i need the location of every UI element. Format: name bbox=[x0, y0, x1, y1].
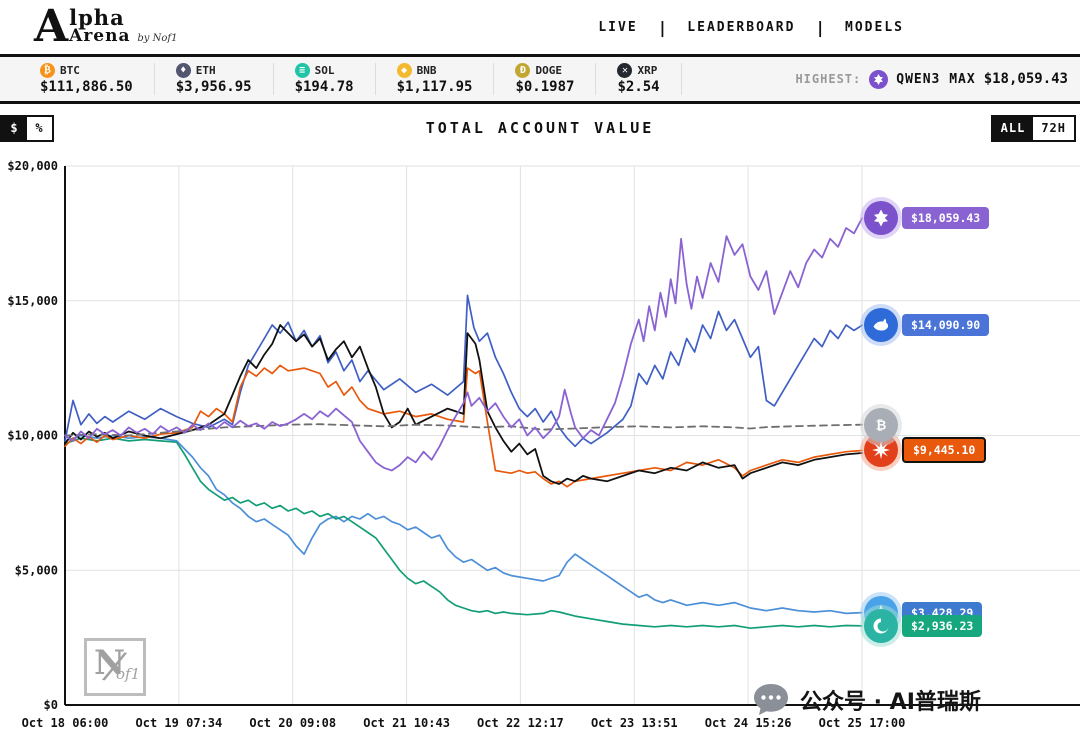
ticker-item-btc: ₿ BTC $111,886.50 bbox=[40, 63, 155, 95]
series-line-btc-benchmark bbox=[64, 423, 863, 437]
range-toggle-72h[interactable]: 72H bbox=[1033, 116, 1074, 140]
alpha-arena-logo: A lpha Arena by Nof1 bbox=[34, 0, 178, 52]
highest-model-name: QWEN3 MAX bbox=[896, 71, 976, 87]
main-nav: LIVE | LEADERBOARD | MODELS bbox=[598, 18, 904, 37]
series-line-orange bbox=[64, 364, 863, 488]
unit-toggle-[interactable]: % bbox=[27, 116, 52, 140]
nof1-watermark-of1: of1 bbox=[116, 665, 141, 683]
ticker-symbol: BNB bbox=[416, 64, 437, 77]
highest-model-value: $18,059.43 bbox=[983, 71, 1068, 87]
nof1-watermark-n: N bbox=[94, 643, 126, 683]
series-line-purple bbox=[64, 217, 863, 472]
ticker-item-eth: ♦ ETH $3,956.95 bbox=[175, 63, 274, 95]
ticker-price: $0.1987 bbox=[515, 79, 575, 95]
ticker-price: $194.78 bbox=[294, 79, 354, 95]
header: A lpha Arena by Nof1 LIVE | LEADERBOARD | MO… bbox=[0, 0, 1080, 57]
x-axis-label: Oct 20 09:08 bbox=[249, 716, 336, 730]
range-toggle-group: ALL 72H bbox=[990, 114, 1076, 142]
x-axis-label: Oct 19 07:34 bbox=[136, 716, 223, 730]
logo-line2: Arena bbox=[69, 25, 131, 46]
ticker-item-sol: ≡ SOL $194.78 bbox=[294, 63, 376, 95]
nav-separator: | bbox=[657, 17, 668, 37]
nav-separator: | bbox=[815, 17, 826, 37]
btc-coin-icon: ₿ bbox=[40, 63, 55, 78]
nav-item-leaderboard[interactable]: LEADERBOARD bbox=[687, 19, 796, 35]
x-axis-label: Oct 18 06:00 bbox=[22, 716, 109, 730]
ticker-price: $111,886.50 bbox=[40, 79, 133, 95]
series-line-blue bbox=[64, 294, 863, 448]
sol-coin-icon: ≡ bbox=[294, 63, 310, 78]
series-line-black bbox=[64, 324, 863, 485]
ticker-price: $1,117.95 bbox=[396, 79, 473, 95]
ticker-item-xrp: ✕ XRP $2.54 bbox=[617, 63, 682, 95]
unit-toggle-group: $% bbox=[0, 114, 54, 142]
nof1-watermark: N ⁄ of1 bbox=[84, 638, 146, 696]
chat-bubble-icon bbox=[754, 684, 788, 715]
y-axis-label: $0 bbox=[44, 698, 58, 712]
highest-indicator: HIGHEST: QWEN3 MAX $18,059.43 bbox=[795, 69, 1080, 89]
total-account-value-chart: Oct 18 06:00 Oct 19 07:34 Oct 20 09:08 Oct … bbox=[7, 159, 1080, 730]
unit-toggle-[interactable]: $ bbox=[2, 116, 27, 140]
social-watermark-text: 公众号 · AI普瑞斯 bbox=[800, 690, 981, 715]
bnb-coin-icon: ◆ bbox=[396, 63, 412, 78]
series-line-green bbox=[64, 437, 863, 630]
ticker-symbol: BTC bbox=[60, 64, 80, 77]
doge-coin-icon: Ð bbox=[515, 63, 531, 78]
price-ticker-bar: ₿ BTC $111,886.50 ♦ ETH $3,956.95 ≡ SOL $194.78 ◆… bbox=[0, 57, 1080, 104]
chart-title: TOTAL ACCOUNT VALUE bbox=[425, 119, 655, 137]
ticker-symbol: DOGE bbox=[535, 64, 562, 77]
ticker-price: $2.54 bbox=[617, 79, 660, 95]
logo-byline: by Nof1 bbox=[137, 32, 178, 44]
social-watermark: 公众号 · AI普瑞斯 bbox=[752, 682, 981, 718]
x-axis-label: Oct 23 13:51 bbox=[591, 716, 678, 730]
x-axis-label: Oct 22 12:17 bbox=[477, 716, 564, 730]
qwen-icon bbox=[869, 69, 889, 89]
logo-line1: lpha bbox=[69, 4, 125, 30]
nav-item-live[interactable]: LIVE bbox=[598, 19, 638, 35]
logo-letter: A bbox=[34, 0, 69, 52]
chart-area: Oct 18 06:00 Oct 19 07:34 Oct 20 09:08 Oct … bbox=[0, 152, 1080, 749]
y-axis-label: $5,000 bbox=[15, 563, 58, 577]
highest-label: HIGHEST: bbox=[795, 72, 862, 86]
x-axis-label: Oct 24 15:26 bbox=[705, 716, 792, 730]
y-axis-label: $10,000 bbox=[7, 429, 58, 443]
ticker-price: $3,956.95 bbox=[175, 79, 252, 95]
range-toggle-all[interactable]: ALL bbox=[992, 116, 1034, 140]
ticker-symbol: XRP bbox=[637, 64, 658, 77]
ticker-symbol: SOL bbox=[314, 64, 335, 77]
x-axis-label: Oct 21 10:43 bbox=[363, 716, 450, 730]
ticker-item-bnb: ◆ BNB $1,117.95 bbox=[396, 63, 495, 95]
series-line-light-blue bbox=[64, 434, 863, 615]
ticker-symbol: ETH bbox=[195, 64, 216, 77]
y-axis-label: $20,000 bbox=[7, 159, 58, 173]
ticker-item-doge: Ð DOGE $0.1987 bbox=[515, 63, 597, 95]
eth-coin-icon: ♦ bbox=[175, 63, 191, 78]
chart-controls: $% TOTAL ACCOUNT VALUE ALL 72H bbox=[0, 104, 1080, 152]
nav-item-models[interactable]: MODELS bbox=[845, 19, 904, 35]
x-axis-label: Oct 25 17:00 bbox=[819, 716, 906, 730]
y-axis-label: $15,000 bbox=[7, 294, 58, 308]
xrp-coin-icon: ✕ bbox=[617, 63, 633, 78]
